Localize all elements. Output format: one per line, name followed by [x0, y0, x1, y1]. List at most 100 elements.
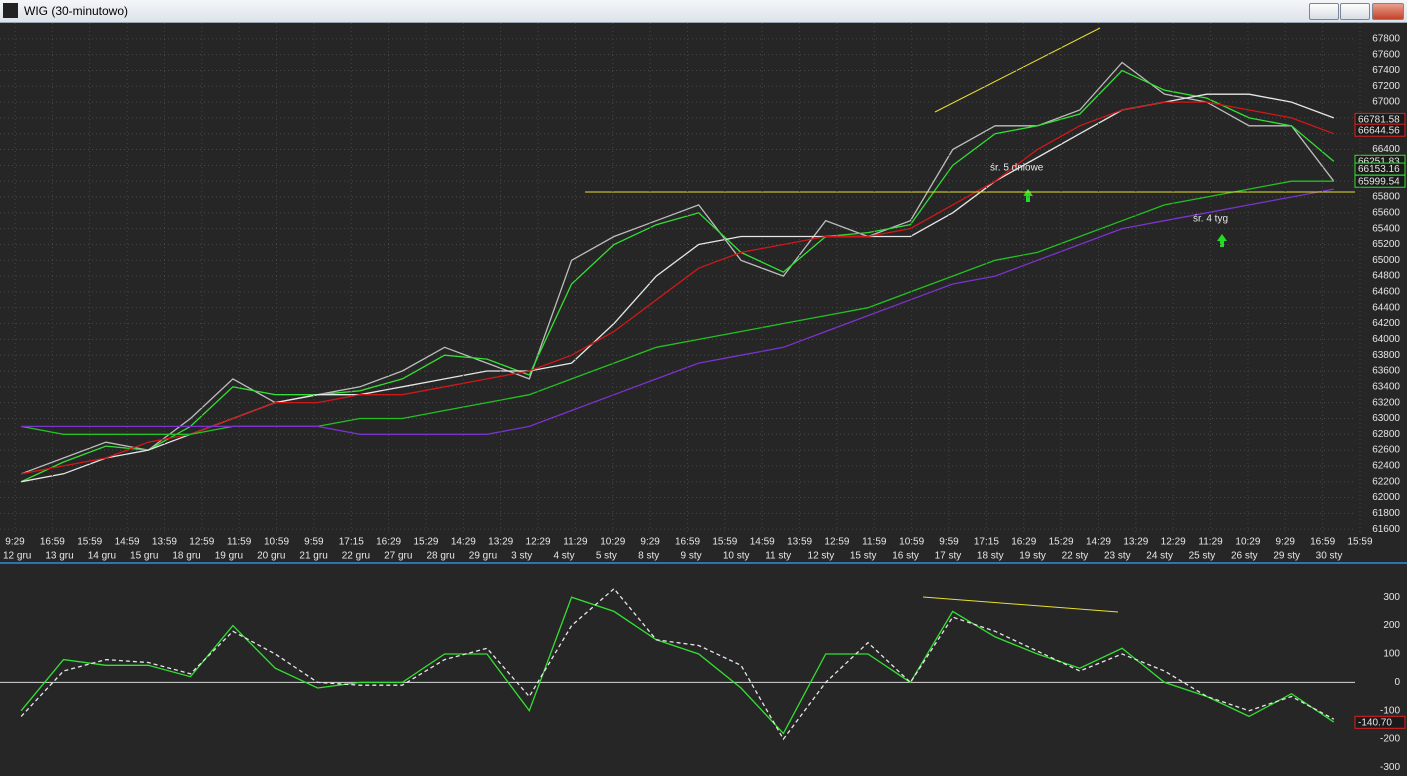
x-time-label: 9:29	[1276, 537, 1296, 548]
x-time-label: 15:29	[1049, 537, 1074, 548]
x-time-label: 14:29	[451, 537, 476, 548]
x-date-label: 15 sty	[850, 551, 877, 562]
annotation: śr. 4 tyg	[1193, 214, 1228, 225]
series-line	[20, 587, 1335, 741]
x-date-label: 18 gru	[172, 551, 200, 562]
y-tick-label: 65800	[1372, 192, 1400, 203]
x-date-label: 16 sty	[892, 551, 919, 562]
y-tick-label: 63200	[1372, 397, 1400, 408]
x-date-label: 13 gru	[45, 551, 73, 562]
y-tick-label: -200	[1380, 734, 1400, 745]
title-bar: WIG (30-minutowo)	[0, 0, 1407, 23]
series-line	[21, 188, 1334, 435]
y-tick-label: 61800	[1372, 508, 1400, 519]
y-tick-label: 67000	[1372, 97, 1400, 108]
x-time-label: 9:29	[640, 537, 660, 548]
price-tag	[1354, 123, 1406, 137]
x-date-label: 15 gru	[130, 551, 158, 562]
x-time-label: 11:29	[1198, 537, 1223, 548]
series-line	[20, 61, 1335, 475]
x-time-label: 17:15	[974, 537, 999, 548]
y-tick-label: 62600	[1372, 445, 1400, 456]
y-tick-label: 64600	[1372, 287, 1400, 298]
y-tick-label: 67400	[1372, 65, 1400, 76]
y-tick-label: 62400	[1372, 461, 1400, 472]
y-tick-label: 0	[1394, 677, 1400, 688]
x-date-label: 14 gru	[88, 551, 116, 562]
x-date-label: 4 sty	[553, 551, 574, 562]
annotation: śr. 5 dniowe	[990, 163, 1044, 174]
x-time-label: 16:59	[675, 537, 700, 548]
y-tick-label: 64400	[1372, 302, 1400, 313]
x-time-label: 16:59	[1310, 537, 1335, 548]
x-time-label: 13:29	[1123, 537, 1148, 548]
x-time-label: 15:29	[413, 537, 438, 548]
y-tick-label: 64800	[1372, 271, 1400, 282]
x-time-label: 15:59	[1347, 537, 1372, 548]
x-time-label: 9:59	[304, 537, 324, 548]
x-date-label: 21 gru	[299, 551, 327, 562]
y-tick-label: 65000	[1372, 255, 1400, 266]
trend-line	[934, 27, 1101, 113]
y-tick-label: 63800	[1372, 350, 1400, 361]
x-date-label: 22 sty	[1062, 551, 1089, 562]
x-time-label: 12:29	[526, 537, 551, 548]
y-tick-label: -100	[1380, 705, 1400, 716]
y-tick-label: 62000	[1372, 492, 1400, 503]
y-tick-label: 62800	[1372, 429, 1400, 440]
trend-line	[922, 596, 1119, 613]
x-time-label: 13:59	[152, 537, 177, 548]
y-tick-label: 67200	[1372, 81, 1400, 92]
x-date-label: 12 sty	[808, 551, 835, 562]
x-date-label: 19 sty	[1019, 551, 1046, 562]
app-icon	[3, 3, 18, 18]
x-date-label: 8 sty	[638, 551, 659, 562]
x-date-label: 28 gru	[426, 551, 454, 562]
y-tick-label: 66400	[1372, 144, 1400, 155]
series-line	[21, 101, 1335, 475]
y-tick-label: 65200	[1372, 239, 1400, 250]
x-date-label: 30 sty	[1316, 551, 1343, 562]
x-time-label: 11:59	[227, 537, 252, 548]
x-time-label: 9:59	[939, 537, 959, 548]
y-tick-label: 300	[1383, 592, 1400, 603]
y-tick-label: 100	[1383, 649, 1400, 660]
x-time-label: 15:59	[77, 537, 102, 548]
x-time-label: 10:29	[600, 537, 625, 548]
x-date-label: 20 gru	[257, 551, 285, 562]
price-tag	[1354, 715, 1406, 729]
close-button[interactable]	[1372, 3, 1404, 20]
price-tag-label: 65999.54	[1358, 176, 1400, 187]
x-date-label: 24 sty	[1146, 551, 1173, 562]
x-time-label: 17:15	[339, 537, 364, 548]
x-date-label: 17 sty	[935, 551, 962, 562]
x-time-label: 14:29	[1086, 537, 1111, 548]
x-time-label: 14:59	[750, 537, 775, 548]
y-tick-label: 62200	[1372, 476, 1400, 487]
y-tick-label: 200	[1383, 620, 1400, 631]
y-tick-label: 63400	[1372, 381, 1400, 392]
x-date-label: 29 gru	[469, 551, 497, 562]
x-date-label: 12 gru	[3, 551, 31, 562]
restore-button[interactable]	[1340, 3, 1370, 20]
price-tag-label: 66153.16	[1358, 164, 1400, 175]
x-date-label: 29 sty	[1273, 551, 1300, 562]
x-time-label: 14:59	[115, 537, 140, 548]
background	[0, 23, 1407, 776]
x-time-label: 15:59	[712, 537, 737, 548]
price-tag-label: 66251.83	[1358, 156, 1400, 167]
price-tag-label: 66781.58	[1358, 115, 1400, 126]
price-tag-label: 66644.56	[1358, 125, 1400, 136]
series-line	[20, 596, 1335, 735]
price-tag	[1354, 174, 1406, 188]
minimize-button[interactable]	[1309, 3, 1339, 20]
x-date-label: 26 sty	[1231, 551, 1258, 562]
arrow	[1217, 234, 1227, 247]
x-time-label: 10:59	[899, 537, 924, 548]
x-time-label: 12:29	[1161, 537, 1186, 548]
x-date-label: 5 sty	[596, 551, 617, 562]
x-time-label: 13:59	[787, 537, 812, 548]
y-tick-label: 63000	[1372, 413, 1400, 424]
x-date-label: 3 sty	[511, 551, 532, 562]
